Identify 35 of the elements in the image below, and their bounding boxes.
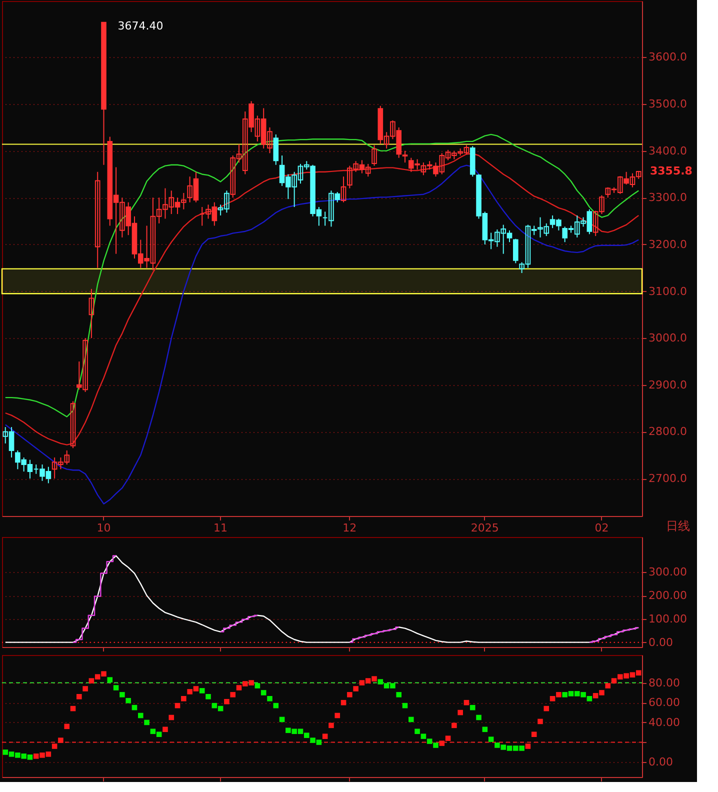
text: 3355.8 [650,164,692,178]
x-tick-label: 12 [342,522,357,534]
candlestick [88,288,94,339]
y-tick-label: 40.00 [648,716,680,729]
y-tick-label: 3100.0 [648,284,687,298]
candlestick [402,150,408,164]
candlestick [513,238,518,264]
x-tick-label: 2025 [470,522,499,534]
y-tick-label: 300.00 [648,566,687,579]
y-tick-label: 60.00 [648,696,680,710]
y-tick-label: 0.00 [648,756,673,769]
line-series [4,164,640,504]
y-tick-label: 2800.0 [648,425,687,438]
y-tick-label: 0.00 [648,636,673,649]
candlestick [94,171,100,268]
y-tick-label: 3400.0 [648,144,687,158]
annotation: 3674.40 [118,19,164,32]
y-tick-label: 100.00 [648,612,687,626]
y-tick-label: 3500.0 [648,98,687,110]
text: 日线 [666,519,690,533]
y-tick-label: 3300.0 [648,191,687,204]
y-tick-label: 3000.0 [648,332,687,345]
candlestick [340,176,346,203]
candlestick [372,144,377,166]
x-tick-label: 11 [214,522,228,534]
y-tick-label: 80.00 [648,676,680,690]
candlestick [273,134,279,166]
x-tick-label: 02 [594,522,609,534]
y-tick-label: 3600.0 [648,50,687,64]
y-tick-label: 3200.0 [648,238,687,251]
x-tick-label: 10 [96,522,111,534]
y-tick-label: 2700.0 [648,472,687,486]
y-tick-label: 200.00 [648,589,687,602]
y-tick-label: 2900.0 [648,378,687,392]
candlestick [70,400,76,449]
